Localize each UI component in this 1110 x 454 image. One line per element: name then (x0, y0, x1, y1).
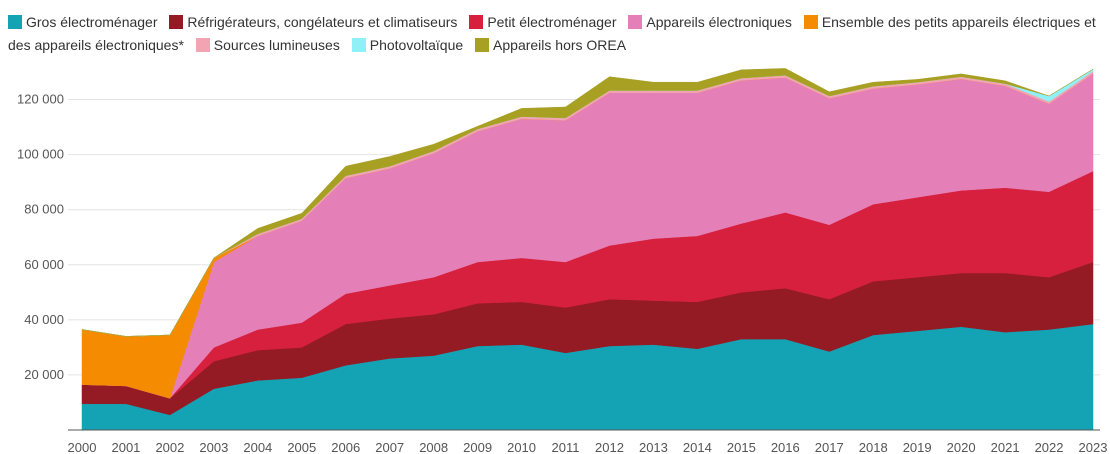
y-tick-label: 60 000 (24, 257, 64, 272)
legend-item[interactable]: Réfrigérateurs, congélateurs et climatis… (169, 14, 457, 30)
area-series-7 (81, 68, 1094, 337)
legend-swatch (475, 38, 490, 52)
legend-swatch (469, 15, 484, 29)
legend-label: Appareils électroniques (646, 14, 792, 30)
x-tick-label: 2011 (552, 440, 580, 454)
legend-label: Gros électroménager (26, 14, 158, 30)
legend-swatch (169, 15, 184, 29)
legend-swatch (195, 38, 210, 52)
y-tick-label: 80 000 (24, 202, 64, 217)
legend-swatch (351, 38, 366, 52)
x-tick-label: 2020 (947, 440, 976, 454)
legend-label: Photovoltaïque (369, 37, 464, 53)
x-tick-label: 2001 (111, 440, 140, 454)
legend-swatch (8, 15, 22, 29)
legend-label: Ensemble des petits appareils électrique… (8, 14, 1096, 53)
x-tick-label: 2003 (199, 440, 228, 454)
legend-item[interactable]: Ensemble des petits appareils électrique… (8, 14, 1096, 53)
x-tick-label: 2004 (243, 440, 272, 454)
x-tick-label: 2002 (155, 440, 184, 454)
x-tick-label: 2022 (1035, 440, 1064, 454)
legend-label: Sources lumineuses (213, 37, 340, 53)
legend-swatch (803, 15, 818, 29)
x-tick-label: 2018 (859, 440, 888, 454)
x-tick-label: 2015 (727, 440, 756, 454)
x-tick-label: 2017 (815, 440, 844, 454)
x-tick-label: 2005 (287, 440, 316, 454)
x-tick-label: 2021 (991, 440, 1020, 454)
legend-label: Réfrigérateurs, congélateurs et climatis… (187, 14, 458, 30)
x-tick-label: 2000 (68, 440, 97, 454)
y-tick-label: 100 000 (17, 147, 64, 162)
legend-label: Petit électroménager (487, 14, 617, 30)
legend-item[interactable]: Appareils électroniques (628, 11, 792, 34)
y-tick-label: 120 000 (17, 92, 64, 107)
legend-swatch (628, 15, 643, 29)
x-tick-label: 2007 (375, 440, 404, 454)
x-tick-label: 2009 (463, 440, 492, 454)
y-tick-label: 40 000 (24, 312, 64, 327)
x-tick-label: 2023 (1079, 440, 1108, 454)
chart-legend: Gros électroménager Réfrigérateurs, cong… (8, 11, 1103, 57)
x-tick-label: 2014 (683, 440, 712, 454)
x-tick-label: 2016 (771, 440, 800, 454)
x-tick-label: 2019 (903, 440, 932, 454)
legend-item[interactable]: Sources lumineuses (195, 34, 340, 57)
legend-item[interactable]: Petit électroménager (469, 11, 617, 34)
y-tick-label: 20 000 (24, 367, 64, 382)
x-tick-label: 2008 (419, 440, 448, 454)
x-tick-label: 2006 (331, 440, 360, 454)
x-tick-label: 2012 (595, 440, 624, 454)
legend-item[interactable]: Appareils hors OREA (475, 34, 626, 57)
x-tick-label: 2013 (639, 440, 668, 454)
legend-label: Appareils hors OREA (493, 37, 627, 53)
legend-item[interactable]: Photovoltaïque (351, 34, 464, 57)
legend-item[interactable]: Gros électroménager (8, 11, 158, 34)
x-tick-label: 2010 (507, 440, 536, 454)
